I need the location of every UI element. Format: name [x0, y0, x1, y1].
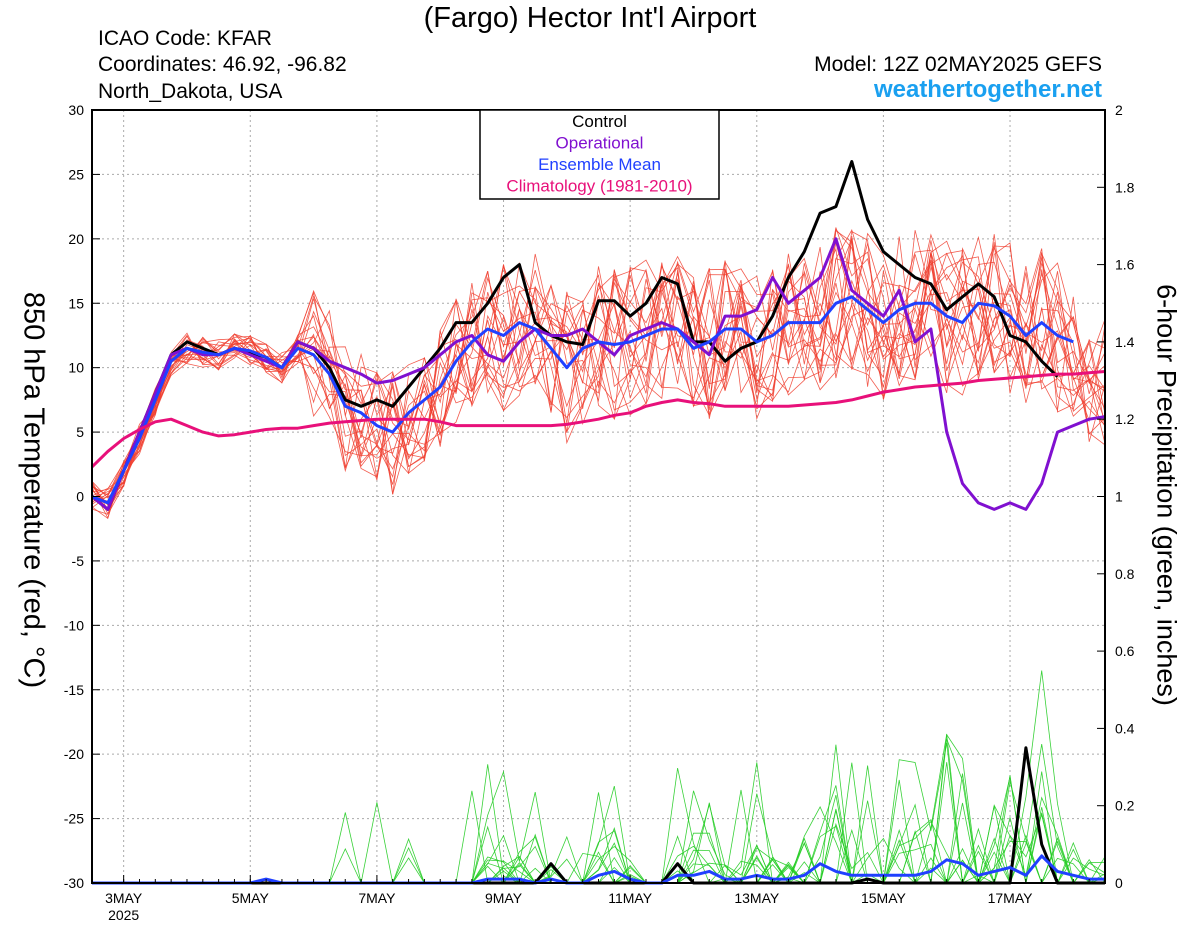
ensemble-member-line: [91, 251, 1106, 519]
y-tick-label: -5: [72, 553, 85, 569]
y-tick-label: 5: [76, 424, 84, 440]
y-tick-label: 10: [68, 360, 84, 376]
y2-tick-label: 1.4: [1115, 334, 1135, 350]
model-run: Model: 12Z 02MAY2025 GEFS: [814, 53, 1102, 76]
y-tick-label: 30: [68, 102, 84, 118]
legend-entry: Climatology (1981-2010): [506, 177, 692, 196]
ensemble-member-line: [91, 236, 1106, 511]
ensemble-member-line: [91, 228, 1106, 509]
y2-tick-label: 0.2: [1115, 798, 1135, 814]
ensemble-member-line: [91, 227, 1106, 520]
year-label: 2025: [108, 907, 139, 923]
ensemble-members: [91, 227, 1106, 520]
x-tick-label: 15MAY: [861, 890, 907, 906]
precip-member-line: [92, 773, 1106, 885]
y2-tick-label: 1.8: [1115, 179, 1135, 195]
x-tick-label: 17MAY: [988, 890, 1034, 906]
y2-tick-label: 0.4: [1115, 720, 1135, 736]
site-link[interactable]: weathertogether.net: [873, 76, 1102, 103]
y-tick-label: 15: [68, 295, 84, 311]
legend-box: [479, 109, 720, 200]
grid-lines: [92, 109, 1105, 884]
legend-entry: Control: [572, 112, 627, 131]
precip-ensemble-members: [92, 670, 1106, 885]
x-tick-label: 13MAY: [734, 890, 780, 906]
x-tick-label: 11MAY: [608, 890, 652, 906]
y-tick-label: 0: [76, 489, 84, 505]
y2-tick-label: 1.2: [1115, 411, 1135, 427]
ensemble-member-line: [91, 240, 1106, 506]
legend: Control Operational Ensemble Mean Climatolo…: [479, 109, 720, 200]
legend-entry: Operational: [556, 134, 644, 153]
x-tick-label: 5MAY: [232, 890, 270, 906]
y-tick-label: -20: [64, 746, 84, 762]
y-tick-label: -30: [64, 875, 84, 891]
ensemble-member-line: [91, 242, 1106, 502]
y2-tick-label: 0.8: [1115, 566, 1135, 582]
chart-title: (Fargo) Hector Int'l Airport: [423, 2, 757, 34]
precip-member-line: [92, 771, 1105, 884]
y-tick-label: -25: [64, 811, 84, 827]
y-tick-label: -10: [64, 617, 84, 633]
ensemble-member-line: [91, 234, 1106, 493]
y2-tick-label: 0: [1115, 875, 1123, 891]
icao-code: ICAO Code: KFAR: [98, 27, 272, 50]
ensemble-member-line: [91, 230, 1106, 515]
y-tick-label: -15: [64, 682, 84, 698]
ensemble-member-line: [91, 238, 1106, 504]
ensemble-member-line: [91, 249, 1106, 506]
y2-axis-label: 6-hour Precipitation (green, inches): [1151, 284, 1182, 706]
ensemble-member-line: [91, 254, 1106, 505]
y-tick-label: 20: [68, 231, 84, 247]
y2-tick-label: 0.6: [1115, 643, 1135, 659]
legend-entry: Ensemble Mean: [538, 155, 661, 174]
location: North_Dakota, USA: [98, 80, 283, 103]
y-axis-label: 850 hPa Temperature (red, °C): [17, 291, 50, 689]
axes: 302520151050-5-10-15-20-25-3021.81.61.41…: [64, 102, 1135, 923]
ensemble-mean-precip-line: [92, 854, 1105, 885]
x-tick-label: 9MAY: [485, 890, 523, 906]
coordinates: Coordinates: 46.92, -96.82: [98, 53, 347, 76]
y2-tick-label: 1: [1115, 489, 1123, 505]
y2-tick-label: 1.6: [1115, 257, 1135, 273]
ensemble-member-line: [91, 233, 1106, 496]
x-tick-label: 3MAY: [105, 890, 143, 906]
x-tick-label: 7MAY: [358, 890, 396, 906]
ensemble-member-line: [91, 252, 1106, 502]
ensemble-mean-temp-line: [91, 295, 1074, 505]
y-tick-label: 25: [68, 166, 84, 182]
y2-tick-label: 2: [1115, 102, 1123, 118]
climatology-1981-2010-temp-line: [90, 370, 1106, 468]
